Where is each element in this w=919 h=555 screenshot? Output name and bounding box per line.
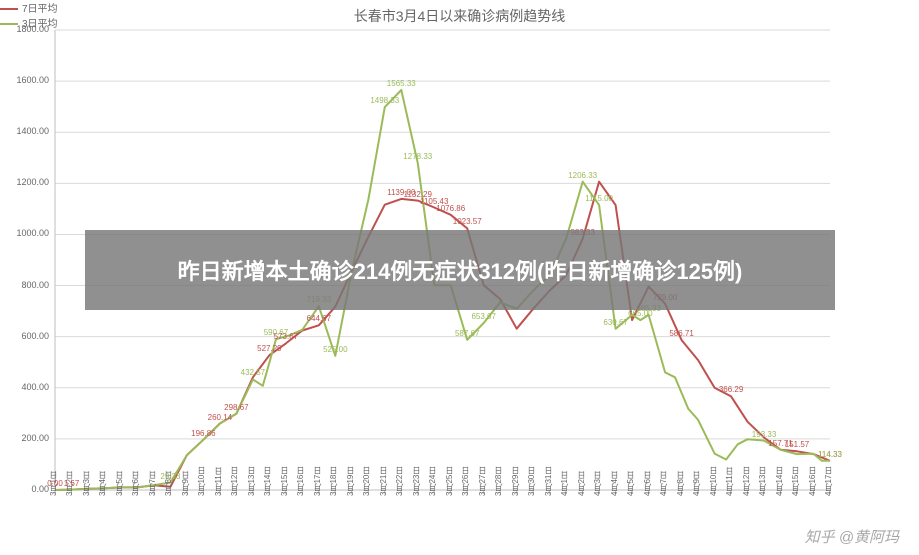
y-tick: 800.00 <box>0 280 49 290</box>
x-tick: 3月22日 <box>394 467 405 496</box>
x-tick: 4月5日 <box>625 471 636 496</box>
x-tick: 3月24日 <box>427 467 438 496</box>
y-tick: 200.00 <box>0 433 49 443</box>
x-tick: 3月26日 <box>460 467 471 496</box>
x-tick: 3月21日 <box>378 467 389 496</box>
x-tick: 4月17日 <box>823 467 834 496</box>
data-label: 1023.57 <box>453 217 482 226</box>
x-tick: 4月1日 <box>559 471 570 496</box>
x-tick: 4月11日 <box>724 467 735 496</box>
y-tick: 0.00 <box>0 484 49 494</box>
data-label: 1.67 <box>64 479 80 488</box>
x-tick: 4月10日 <box>708 467 719 496</box>
x-tick: 4月7日 <box>658 471 669 496</box>
x-tick: 3月18日 <box>328 467 339 496</box>
data-label: 1565.33 <box>387 79 416 88</box>
x-tick: 3月14日 <box>262 467 273 496</box>
x-tick: 3月23日 <box>411 467 422 496</box>
headline-text: 昨日新增本土确诊214例无症状312例(昨日新增确诊125例) <box>178 254 743 286</box>
data-label: 193.33 <box>752 430 776 439</box>
x-tick: 3月20日 <box>361 467 372 496</box>
data-label: 114.33 <box>818 450 842 459</box>
x-tick: 3月17日 <box>312 467 323 496</box>
y-tick: 400.00 <box>0 382 49 392</box>
y-tick: 1600.00 <box>0 75 49 85</box>
x-tick: 3月25日 <box>444 467 455 496</box>
x-tick: 4月13日 <box>757 467 768 496</box>
x-tick: 3月7日 <box>147 471 158 496</box>
x-tick: 3月6日 <box>130 471 141 496</box>
x-tick: 4月16日 <box>807 467 818 496</box>
x-tick: 3月9日 <box>180 471 191 496</box>
data-label: 196.86 <box>191 429 215 438</box>
data-label: 1278.33 <box>403 152 432 161</box>
x-tick: 4月6日 <box>642 471 653 496</box>
x-tick: 3月3日 <box>81 471 92 496</box>
x-tick: 3月19日 <box>345 467 356 496</box>
x-tick: 3月28日 <box>493 467 504 496</box>
series-7日平均 <box>55 182 830 490</box>
data-label: 525.00 <box>323 345 347 354</box>
data-label: 590.67 <box>264 328 288 337</box>
x-tick: 4月4日 <box>609 471 620 496</box>
x-tick: 3月11日 <box>213 467 224 496</box>
data-label: 587.67 <box>455 329 479 338</box>
y-tick: 1400.00 <box>0 126 49 136</box>
x-tick: 4月14日 <box>774 467 785 496</box>
data-label: 0.00 <box>47 479 63 488</box>
data-label: 644.67 <box>307 314 331 323</box>
x-tick: 4月3日 <box>592 471 603 496</box>
data-label: 29.33 <box>160 472 180 481</box>
x-tick: 3月16日 <box>295 467 306 496</box>
data-label: 1076.86 <box>436 204 465 213</box>
headline-overlay: 昨日新增本土确诊214例无症状312例(昨日新增确诊125例) <box>85 230 835 310</box>
x-tick: 3月13日 <box>246 467 257 496</box>
x-tick: 4月2日 <box>576 471 587 496</box>
chart-title: 长春市3月4日以来确诊病例趋势线 <box>0 6 919 26</box>
x-tick: 4月15日 <box>790 467 801 496</box>
y-tick: 600.00 <box>0 331 49 341</box>
data-label: 298.67 <box>224 403 248 412</box>
data-label: 1498.33 <box>370 96 399 105</box>
x-tick: 3月29日 <box>510 467 521 496</box>
data-label: 151.57 <box>785 440 809 449</box>
x-tick: 4月9日 <box>691 471 702 496</box>
x-tick: 3月4日 <box>97 471 108 496</box>
y-tick: 1800.00 <box>0 24 49 34</box>
x-tick: 3月27日 <box>477 467 488 496</box>
data-label: 432.57 <box>241 368 265 377</box>
data-label: 630.67 <box>603 318 627 327</box>
data-label: 1206.33 <box>568 171 597 180</box>
data-label: 260.14 <box>208 413 232 422</box>
x-tick: 3月30日 <box>526 467 537 496</box>
x-tick: 3月5日 <box>114 471 125 496</box>
x-tick: 4月12日 <box>741 467 752 496</box>
data-label: 1115.00 <box>585 194 613 203</box>
data-label: 527.29 <box>257 344 281 353</box>
data-label: 366.29 <box>719 385 743 394</box>
y-tick: 1200.00 <box>0 177 49 187</box>
watermark: 知乎 @黄阿玛 <box>805 526 899 547</box>
x-tick: 3月12日 <box>229 467 240 496</box>
x-tick: 3月10日 <box>196 467 207 496</box>
x-tick: 3月15日 <box>279 467 290 496</box>
x-tick: 3月31日 <box>543 467 554 496</box>
data-label: 653.67 <box>471 312 495 321</box>
data-label: 586.71 <box>669 329 693 338</box>
x-tick: 4月8日 <box>675 471 686 496</box>
y-tick: 1000.00 <box>0 228 49 238</box>
